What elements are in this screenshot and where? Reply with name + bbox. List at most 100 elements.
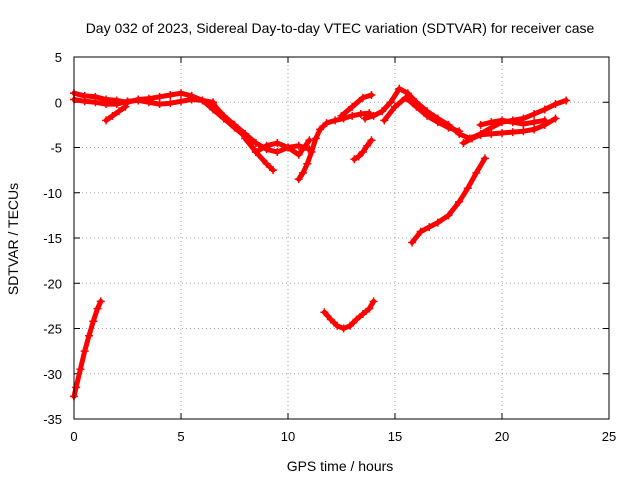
data-point: [487, 118, 496, 127]
series-arc-15: [408, 154, 489, 247]
data-point: [363, 141, 372, 150]
data-point: [230, 120, 239, 129]
series-line: [210, 101, 312, 155]
data-point: [361, 114, 370, 123]
x-tick-label: 25: [602, 429, 616, 444]
data-point: [519, 119, 528, 128]
chart-title: Day 032 of 2023, Sidereal Day-to-day VTE…: [86, 20, 595, 36]
y-tick-label: -15: [43, 231, 62, 246]
data-point: [354, 152, 363, 161]
x-tick-label: 0: [70, 429, 77, 444]
data-point: [219, 111, 228, 120]
series-arc-8: [337, 91, 376, 120]
grid-lines: [74, 57, 609, 419]
series-arc-10: [320, 297, 378, 333]
data-point: [540, 116, 549, 125]
data-point: [519, 127, 528, 136]
data-point: [76, 365, 85, 374]
data-point: [401, 93, 410, 102]
data-point: [530, 110, 539, 119]
data-point: [459, 138, 468, 147]
data-point: [93, 304, 102, 313]
data-point: [472, 168, 481, 177]
data-point: [155, 92, 164, 101]
data-point: [403, 89, 412, 98]
series-line: [381, 95, 462, 134]
data-point: [476, 120, 485, 129]
data-point: [508, 128, 517, 137]
data-point: [102, 116, 111, 125]
y-tick-label: 5: [55, 50, 62, 65]
data-point: [80, 97, 89, 106]
data-point: [177, 97, 185, 106]
series-line: [409, 155, 488, 245]
data-point: [241, 134, 250, 143]
data-point: [551, 114, 560, 123]
data-point: [311, 134, 320, 143]
data-point: [307, 148, 316, 157]
data-point: [102, 100, 111, 109]
data-point: [134, 96, 143, 105]
x-tick-label: 15: [388, 429, 402, 444]
data-point: [144, 98, 153, 107]
data-point: [508, 118, 517, 127]
data-point: [262, 141, 271, 150]
data-point: [198, 96, 207, 105]
data-point: [303, 159, 312, 168]
series-line: [71, 298, 104, 399]
data-point: [408, 238, 417, 247]
x-tick-label: 20: [495, 429, 509, 444]
data-point: [339, 324, 348, 333]
data-point: [391, 102, 399, 111]
data-point: [562, 96, 571, 105]
data-point: [262, 159, 271, 168]
data-point: [273, 148, 282, 157]
data-point: [322, 119, 331, 128]
y-tick-label: 0: [55, 95, 62, 110]
data-point: [444, 123, 453, 132]
data-point: [498, 129, 506, 138]
data-point: [350, 155, 359, 164]
data-point: [358, 310, 367, 319]
x-tick-label: 10: [281, 429, 295, 444]
data-point: [540, 105, 549, 114]
data-point: [84, 331, 93, 340]
y-tick-label: -25: [43, 322, 62, 337]
data-point: [294, 150, 303, 159]
data-point: [166, 99, 175, 108]
y-tick-label: -30: [43, 367, 62, 382]
data-point: [358, 93, 367, 102]
series-line: [339, 92, 374, 119]
series-arc-7: [294, 109, 374, 184]
data-point: [331, 116, 340, 125]
data-point: [369, 111, 378, 120]
data-point: [378, 107, 387, 116]
axis-ticks: 0 5 10 15 20 25 5 0 -5 -10 -15 -20 -25 -30 -35: [43, 50, 616, 444]
series-line: [461, 116, 558, 146]
y-tick-label: -20: [43, 276, 62, 291]
data-point: [425, 223, 434, 232]
y-tick-label: -10: [43, 186, 62, 201]
data-point: [412, 102, 421, 111]
data-point: [269, 166, 278, 175]
data-point: [123, 97, 132, 106]
data-point: [284, 143, 292, 152]
data-point: [320, 308, 329, 317]
data-point: [423, 111, 432, 120]
x-tick-label: 5: [177, 429, 184, 444]
data-point: [155, 100, 164, 109]
data-point: [121, 102, 130, 111]
data-point: [487, 129, 496, 138]
data-point: [348, 111, 357, 120]
series-line: [103, 104, 128, 123]
data-point: [369, 297, 378, 306]
data-point: [356, 110, 365, 119]
data-point: [251, 138, 260, 147]
data-point: [352, 315, 361, 324]
data-point: [177, 89, 185, 98]
data-point: [333, 321, 342, 330]
data-point: [166, 91, 175, 100]
data-point: [294, 175, 303, 184]
data-point: [187, 95, 196, 104]
